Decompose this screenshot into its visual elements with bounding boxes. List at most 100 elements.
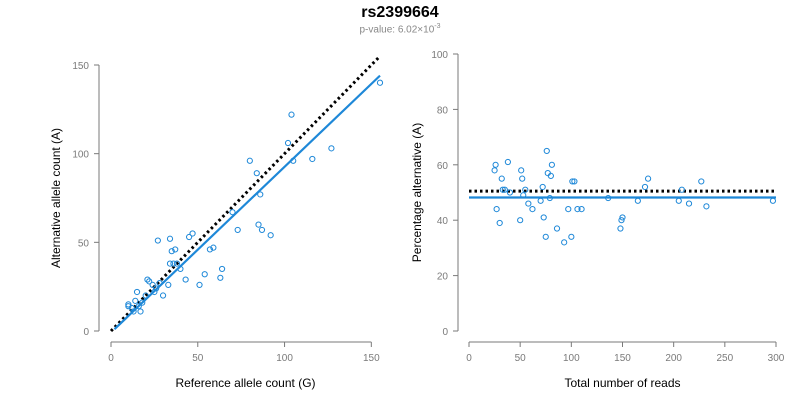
data-point xyxy=(561,239,568,246)
data-point xyxy=(146,278,153,285)
data-point xyxy=(644,175,652,182)
data-point xyxy=(218,265,226,273)
data-point xyxy=(498,175,505,182)
data-point xyxy=(168,248,175,255)
data-point xyxy=(125,303,132,310)
data-point xyxy=(641,183,649,191)
data-point xyxy=(537,197,544,204)
data-point xyxy=(290,157,297,164)
data-point xyxy=(685,200,693,207)
data-point xyxy=(255,221,262,228)
data-point xyxy=(151,288,158,296)
data-point xyxy=(173,260,181,267)
data-point xyxy=(135,303,142,310)
data-point xyxy=(619,214,626,221)
data-point xyxy=(571,178,578,185)
data-point xyxy=(189,230,196,237)
data-point xyxy=(257,191,264,198)
data-point xyxy=(246,157,253,164)
data-point xyxy=(520,192,527,199)
y-tick-label: 50 xyxy=(78,238,90,249)
data-point xyxy=(133,288,141,296)
data-point xyxy=(634,197,641,204)
data-point xyxy=(130,308,137,315)
y-tick-label: 0 xyxy=(83,327,89,338)
p-value-exponent: -3 xyxy=(434,23,441,30)
x-axis-title: Total number of reads xyxy=(564,376,680,390)
scatter-panel-counts: 0 50 100 150 0 50 100 150 Reference allele count… xyxy=(49,55,384,390)
data-point xyxy=(258,226,266,234)
data-point xyxy=(328,145,335,152)
data-point xyxy=(165,281,172,288)
data-point xyxy=(125,301,132,308)
data-point xyxy=(547,172,554,179)
data-point xyxy=(529,206,536,213)
data-point xyxy=(376,79,384,86)
data-point xyxy=(548,161,555,168)
x-tick-label: 0 xyxy=(466,353,472,364)
data-point xyxy=(309,155,316,163)
x-tick-label: 250 xyxy=(716,353,733,364)
data-point xyxy=(217,274,224,281)
data-point xyxy=(229,209,236,216)
p-value-subtitle: p-value: 6.02×10-3 xyxy=(0,23,800,35)
data-point xyxy=(177,265,184,273)
data-point xyxy=(491,167,498,174)
data-point xyxy=(185,233,193,241)
data-point xyxy=(210,244,217,251)
data-point xyxy=(154,237,161,244)
data-point xyxy=(206,246,214,253)
data-point xyxy=(137,308,144,315)
y-tick-label: 60 xyxy=(437,161,449,172)
data-point xyxy=(553,225,561,232)
y-tick-label: 20 xyxy=(437,272,449,283)
data-point xyxy=(128,304,135,312)
data-point xyxy=(565,206,572,213)
x-tick-label: 150 xyxy=(614,353,631,364)
data-point xyxy=(172,246,179,253)
data-point xyxy=(170,260,177,267)
data-point xyxy=(499,186,506,193)
y-tick-label: 80 xyxy=(437,105,449,116)
data-point xyxy=(504,158,511,166)
data-point xyxy=(522,186,529,193)
data-point xyxy=(675,197,682,204)
data-point xyxy=(149,281,156,288)
data-point xyxy=(201,271,208,278)
data-point xyxy=(578,206,585,213)
data-point xyxy=(569,178,576,185)
data-point xyxy=(519,175,526,182)
x-tick-label: 50 xyxy=(192,353,204,364)
data-point xyxy=(166,260,174,267)
expected-ratio-line xyxy=(109,55,382,333)
data-point xyxy=(182,276,189,283)
data-point xyxy=(234,226,241,234)
fit-line xyxy=(113,74,381,331)
x-tick-label: 100 xyxy=(563,353,580,364)
y-tick-label: 0 xyxy=(442,327,448,338)
data-point xyxy=(618,217,625,224)
data-point xyxy=(568,233,575,240)
data-point xyxy=(139,299,146,306)
data-point xyxy=(132,297,139,304)
data-point xyxy=(267,232,274,239)
x-tick-label: 300 xyxy=(768,353,785,364)
data-point xyxy=(518,167,525,174)
data-point xyxy=(698,178,705,185)
data-point xyxy=(574,206,581,213)
x-tick-label: 0 xyxy=(108,353,114,364)
data-point xyxy=(605,194,612,202)
data-point xyxy=(253,170,260,177)
data-point xyxy=(543,147,550,155)
y-tick-label: 40 xyxy=(437,216,449,227)
y-axis-title: Percentage alternative (A) xyxy=(410,123,424,262)
y-tick-label: 150 xyxy=(72,61,89,72)
chart-title: rs2399664 xyxy=(361,4,439,21)
data-point xyxy=(540,214,547,221)
data-point xyxy=(542,233,549,240)
data-point xyxy=(284,139,292,147)
data-point xyxy=(539,183,546,191)
data-point xyxy=(496,219,503,227)
data-point xyxy=(546,194,553,202)
